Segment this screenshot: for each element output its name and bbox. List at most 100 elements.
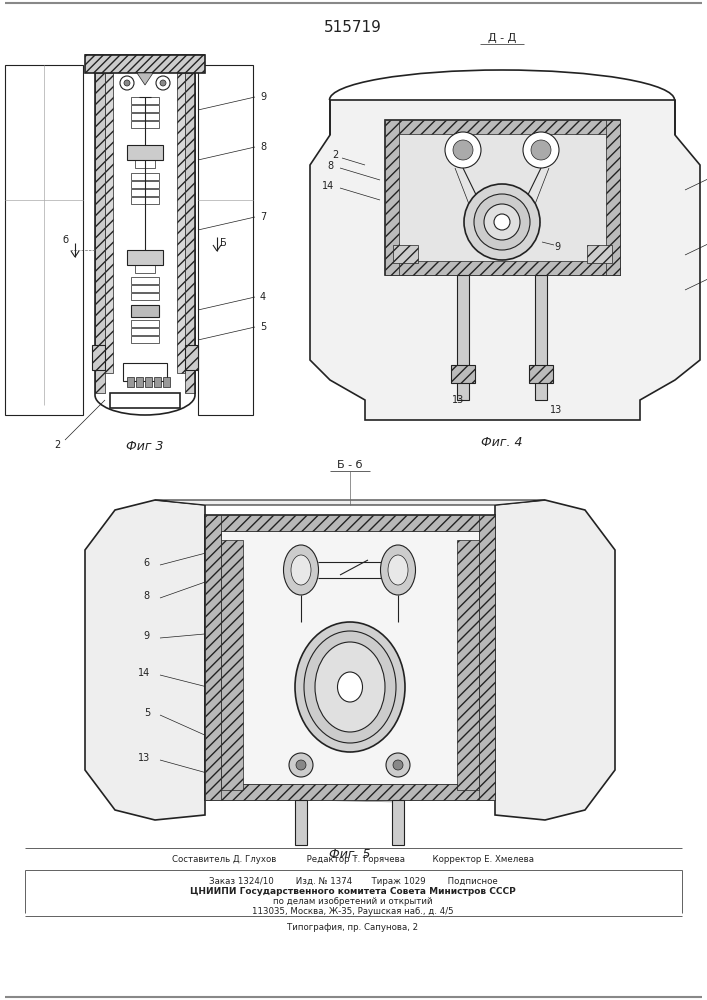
- Text: 6: 6: [144, 558, 150, 568]
- Polygon shape: [137, 73, 153, 85]
- Text: 5: 5: [260, 322, 266, 332]
- Bar: [385, 120, 620, 134]
- Circle shape: [160, 80, 166, 86]
- Circle shape: [474, 194, 530, 250]
- Circle shape: [453, 140, 473, 160]
- Circle shape: [464, 184, 540, 260]
- Text: 515719: 515719: [324, 20, 382, 35]
- Bar: [145, 377, 152, 387]
- Bar: [131, 277, 159, 284]
- Bar: [135, 265, 155, 273]
- Bar: [529, 365, 553, 383]
- Ellipse shape: [337, 672, 363, 702]
- Bar: [392, 800, 404, 845]
- Bar: [135, 160, 155, 168]
- Bar: [185, 345, 198, 370]
- Bar: [205, 515, 495, 800]
- Ellipse shape: [304, 631, 396, 743]
- Text: 9: 9: [144, 631, 150, 641]
- Text: 8: 8: [327, 161, 333, 171]
- Circle shape: [393, 760, 403, 770]
- Bar: [131, 105, 159, 112]
- Bar: [205, 515, 221, 800]
- Text: Фиг. 5: Фиг. 5: [329, 848, 370, 861]
- Text: 13: 13: [138, 753, 150, 763]
- Text: Составитель Д. Глухов           Редактор Т. Горячева          Корректор Е. Хмеле: Составитель Д. Глухов Редактор Т. Горяче…: [172, 856, 534, 864]
- Bar: [295, 800, 307, 845]
- Bar: [457, 275, 469, 400]
- Bar: [154, 377, 161, 387]
- Bar: [385, 261, 620, 275]
- Bar: [205, 784, 495, 800]
- Bar: [451, 365, 475, 383]
- Ellipse shape: [315, 642, 385, 732]
- Bar: [606, 120, 620, 275]
- Bar: [127, 145, 163, 160]
- Bar: [221, 531, 479, 784]
- Bar: [127, 377, 134, 387]
- Bar: [163, 377, 170, 387]
- Text: 13: 13: [452, 395, 464, 405]
- Polygon shape: [85, 500, 205, 820]
- Text: Фиг. 4: Фиг. 4: [481, 436, 522, 448]
- Text: 2: 2: [54, 440, 60, 450]
- Bar: [105, 73, 113, 373]
- Ellipse shape: [295, 622, 405, 752]
- Text: 8: 8: [260, 142, 266, 152]
- Text: 8: 8: [144, 591, 150, 601]
- Bar: [131, 189, 159, 196]
- Ellipse shape: [291, 555, 311, 585]
- Polygon shape: [495, 500, 615, 820]
- Bar: [5, 65, 83, 415]
- Ellipse shape: [388, 555, 408, 585]
- Bar: [131, 181, 159, 188]
- Bar: [131, 305, 159, 317]
- Bar: [198, 65, 253, 415]
- Text: 5: 5: [144, 708, 150, 718]
- Circle shape: [494, 214, 510, 230]
- Text: 9: 9: [554, 242, 560, 252]
- Bar: [131, 336, 159, 343]
- Bar: [131, 121, 159, 128]
- Polygon shape: [310, 100, 700, 420]
- Text: 14: 14: [138, 668, 150, 678]
- Text: Типография, пр. Сапунова, 2: Типография, пр. Сапунова, 2: [288, 924, 419, 932]
- Circle shape: [523, 132, 559, 168]
- Text: 2: 2: [332, 150, 338, 160]
- Bar: [92, 345, 105, 370]
- Bar: [385, 120, 399, 275]
- Bar: [457, 540, 479, 790]
- Text: 14: 14: [322, 181, 334, 191]
- Text: 9: 9: [260, 92, 266, 102]
- Text: ЦНИИПИ Государственного комитета Совета Министров СССР: ЦНИИПИ Государственного комитета Совета …: [190, 888, 516, 896]
- Polygon shape: [155, 500, 545, 505]
- Circle shape: [289, 753, 313, 777]
- Text: Заказ 1324/10        Изд. № 1374       Тираж 1029        Подписное: Заказ 1324/10 Изд. № 1374 Тираж 1029 Под…: [209, 876, 498, 886]
- Bar: [131, 328, 159, 335]
- Ellipse shape: [380, 545, 416, 595]
- Text: Б: Б: [220, 238, 226, 248]
- Bar: [127, 250, 163, 265]
- Ellipse shape: [284, 545, 318, 595]
- Bar: [131, 97, 159, 104]
- Bar: [185, 73, 195, 393]
- Bar: [131, 197, 159, 204]
- Bar: [131, 293, 159, 300]
- Bar: [535, 275, 547, 400]
- Bar: [479, 515, 495, 800]
- Text: 4: 4: [260, 292, 266, 302]
- Bar: [205, 515, 495, 531]
- Bar: [131, 113, 159, 120]
- Bar: [110, 393, 180, 408]
- Circle shape: [296, 760, 306, 770]
- Bar: [131, 173, 159, 180]
- Bar: [123, 363, 167, 381]
- Text: 7: 7: [260, 212, 266, 222]
- Bar: [177, 73, 185, 373]
- Circle shape: [531, 140, 551, 160]
- Bar: [385, 120, 620, 275]
- Bar: [95, 73, 105, 393]
- Bar: [131, 285, 159, 292]
- Bar: [221, 540, 243, 790]
- Text: 113035, Москва, Ж-35, Раушская наб., д. 4/5: 113035, Москва, Ж-35, Раушская наб., д. …: [252, 906, 454, 916]
